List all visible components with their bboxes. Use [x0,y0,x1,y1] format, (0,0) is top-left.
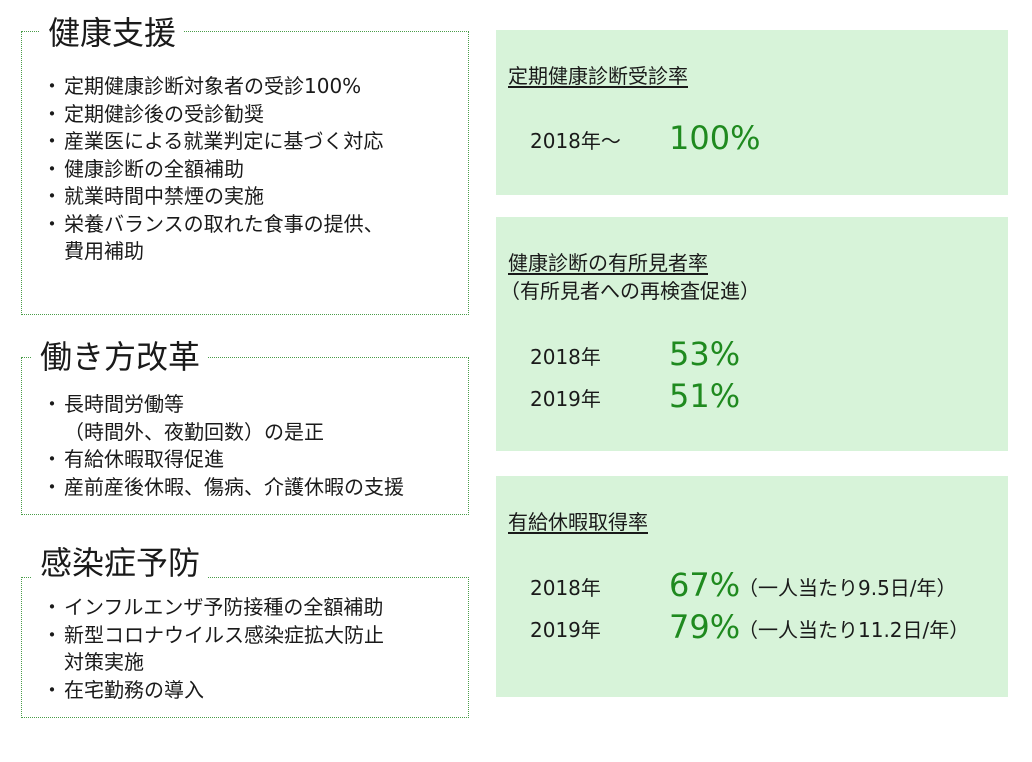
health-support-list: 定期健康診断対象者の受診100% 定期健診後の受診勧奨 産業医による就業判定に基… [42,73,384,266]
stat-row: 2018年 53% [496,333,1008,373]
list-item: 産前産後休暇、傷病、介護休暇の支援 [42,474,404,502]
findings-rate-heading: 健康診断の有所見者率 [508,251,708,275]
findings-rate-panel: 健康診断の有所見者率 （有所見者への再検査促進） 2018年 53% 2019年… [496,217,1008,451]
list-item-continuation: 費用補助 [64,239,144,263]
list-item: 在宅勤務の導入 [42,677,384,705]
workstyle-reform-title: 働き方改革 [32,337,209,377]
infection-prevention-list: インフルエンザ予防接種の全額補助 新型コロナウイルス感染症拡大防止 対策実施 在… [42,594,384,705]
stat-value: 51% [669,377,741,415]
infection-prevention-title: 感染症予防 [32,543,209,583]
stat-year: 2018年 [530,576,601,600]
stat-row: 2019年 79% （一人当たり11.2日/年） [496,606,1008,646]
leave-rate-panel: 有給休暇取得率 2018年 67% （一人当たり9.5日/年） 2019年 79… [496,476,1008,697]
workstyle-reform-list: 長時間労働等 （時間外、夜勤回数）の是正 有給休暇取得促進 産前産後休暇、傷病、… [42,391,404,502]
list-item: 産業医による就業判定に基づく対応 [42,128,384,156]
stat-value: 53% [669,335,741,373]
stat-row: 2018年 67% （一人当たり9.5日/年） [496,564,1008,604]
stat-note: （一人当たり9.5日/年） [738,576,957,600]
health-support-title: 健康支援 [40,13,185,53]
list-item: 定期健康診断対象者の受診100% [42,73,384,101]
list-item-continuation: 対策実施 [64,650,144,674]
stat-year: 2019年 [530,387,601,411]
findings-rate-subheading: （有所見者への再検査促進） [500,279,760,303]
stat-year: 2018年～ [530,129,621,153]
list-item: 有給休暇取得促進 [42,446,404,474]
checkup-rate-heading: 定期健康診断受診率 [508,64,688,88]
list-item: 栄養バランスの取れた食事の提供、 [42,211,384,239]
stat-value: 79% [669,608,741,646]
stat-year: 2019年 [530,618,601,642]
list-item: 就業時間中禁煙の実施 [42,183,384,211]
list-item: 健康診断の全額補助 [42,156,384,184]
list-item-continuation: （時間外、夜勤回数）の是正 [64,419,324,444]
checkup-rate-panel: 定期健康診断受診率 2018年～ 100% [496,30,1008,195]
stat-row: 2018年～ 100% [496,117,1008,157]
stat-note: （一人当たり11.2日/年） [738,618,970,642]
stat-row: 2019年 51% [496,375,1008,415]
stat-value: 67% [669,566,741,604]
list-item: 新型コロナウイルス感染症拡大防止 [42,622,384,650]
list-item: インフルエンザ予防接種の全額補助 [42,594,384,622]
stat-year: 2018年 [530,345,601,369]
stat-value: 100% [669,119,761,157]
leave-rate-heading: 有給休暇取得率 [508,510,648,534]
list-item: 長時間労働等 [42,391,404,419]
list-item: 定期健診後の受診勧奨 [42,101,384,129]
